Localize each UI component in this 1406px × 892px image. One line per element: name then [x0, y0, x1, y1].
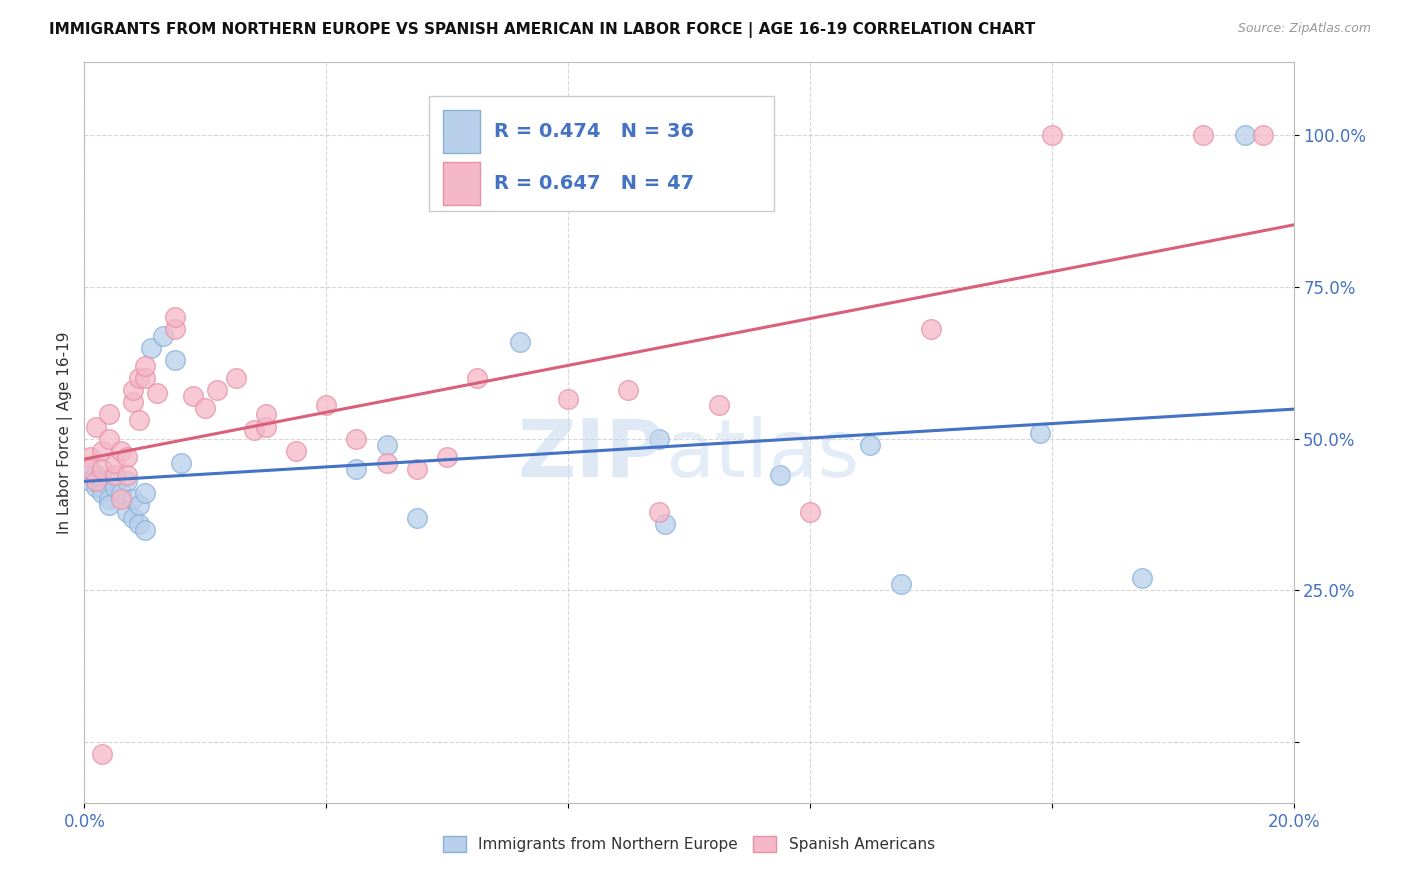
Point — [97, 408, 120, 422]
Point — [91, 480, 114, 494]
Point — [79, 462, 101, 476]
Point — [79, 468, 101, 483]
Point — [152, 328, 174, 343]
Point — [121, 510, 143, 524]
Point — [165, 310, 187, 325]
Point — [165, 322, 187, 336]
Point — [91, 747, 114, 762]
Point — [91, 443, 114, 458]
Point — [97, 432, 120, 446]
Point — [436, 450, 458, 464]
Point — [115, 468, 138, 483]
Point — [375, 438, 398, 452]
Point — [709, 398, 731, 412]
Point — [207, 383, 229, 397]
Point — [121, 383, 143, 397]
Point — [91, 486, 114, 500]
Point — [128, 413, 150, 427]
Point — [146, 386, 169, 401]
Point — [617, 383, 640, 397]
Point — [467, 371, 489, 385]
Point — [1130, 571, 1153, 585]
Legend: Immigrants from Northern Europe, Spanish Americans: Immigrants from Northern Europe, Spanish… — [437, 830, 941, 858]
Y-axis label: In Labor Force | Age 16-19: In Labor Force | Age 16-19 — [58, 331, 73, 534]
Point — [799, 504, 821, 518]
Point — [115, 450, 138, 464]
Point — [406, 510, 429, 524]
Point — [86, 480, 108, 494]
Text: R = 0.474   N = 36: R = 0.474 N = 36 — [495, 122, 695, 141]
Point — [110, 486, 132, 500]
Point — [104, 480, 127, 494]
Point — [165, 352, 187, 367]
Point — [86, 419, 108, 434]
Point — [648, 432, 671, 446]
Point — [97, 499, 120, 513]
Point — [79, 474, 101, 488]
Point — [115, 504, 138, 518]
Point — [375, 456, 398, 470]
Point — [121, 395, 143, 409]
Text: atlas: atlas — [665, 416, 859, 494]
Point — [254, 408, 277, 422]
Point — [254, 419, 277, 434]
Point — [1234, 128, 1257, 143]
FancyBboxPatch shape — [443, 110, 479, 153]
Point — [104, 468, 127, 483]
Point — [654, 516, 676, 531]
Text: R = 0.647   N = 47: R = 0.647 N = 47 — [495, 174, 695, 193]
Point — [128, 371, 150, 385]
Point — [557, 392, 579, 407]
Point — [1028, 425, 1050, 440]
Point — [509, 334, 531, 349]
Text: ZIP: ZIP — [517, 416, 665, 494]
Point — [121, 492, 143, 507]
Point — [170, 456, 193, 470]
Point — [91, 474, 114, 488]
Point — [859, 438, 882, 452]
FancyBboxPatch shape — [429, 95, 773, 211]
Point — [139, 341, 162, 355]
Point — [242, 423, 264, 437]
Text: IMMIGRANTS FROM NORTHERN EUROPE VS SPANISH AMERICAN IN LABOR FORCE | AGE 16-19 C: IMMIGRANTS FROM NORTHERN EUROPE VS SPANI… — [49, 22, 1035, 38]
Point — [648, 504, 671, 518]
Point — [91, 462, 114, 476]
Point — [134, 359, 156, 373]
Point — [1192, 128, 1215, 143]
Point — [225, 371, 247, 385]
Point — [86, 474, 108, 488]
Point — [128, 516, 150, 531]
Point — [769, 468, 792, 483]
Point — [1040, 128, 1063, 143]
FancyBboxPatch shape — [443, 161, 479, 204]
Point — [890, 577, 912, 591]
Point — [128, 499, 150, 513]
Point — [285, 443, 308, 458]
Point — [346, 462, 368, 476]
Text: Source: ZipAtlas.com: Source: ZipAtlas.com — [1237, 22, 1371, 36]
Point — [97, 492, 120, 507]
Point — [134, 486, 156, 500]
Point — [104, 456, 127, 470]
Point — [315, 398, 337, 412]
Point — [115, 474, 138, 488]
Point — [110, 492, 132, 507]
Point — [134, 371, 156, 385]
Point — [134, 523, 156, 537]
Point — [406, 462, 429, 476]
Point — [194, 401, 217, 416]
Point — [79, 450, 101, 464]
Point — [181, 389, 204, 403]
Point — [110, 443, 132, 458]
Point — [346, 432, 368, 446]
Point — [1253, 128, 1275, 143]
Point — [920, 322, 942, 336]
Point — [104, 468, 127, 483]
Point — [86, 468, 108, 483]
